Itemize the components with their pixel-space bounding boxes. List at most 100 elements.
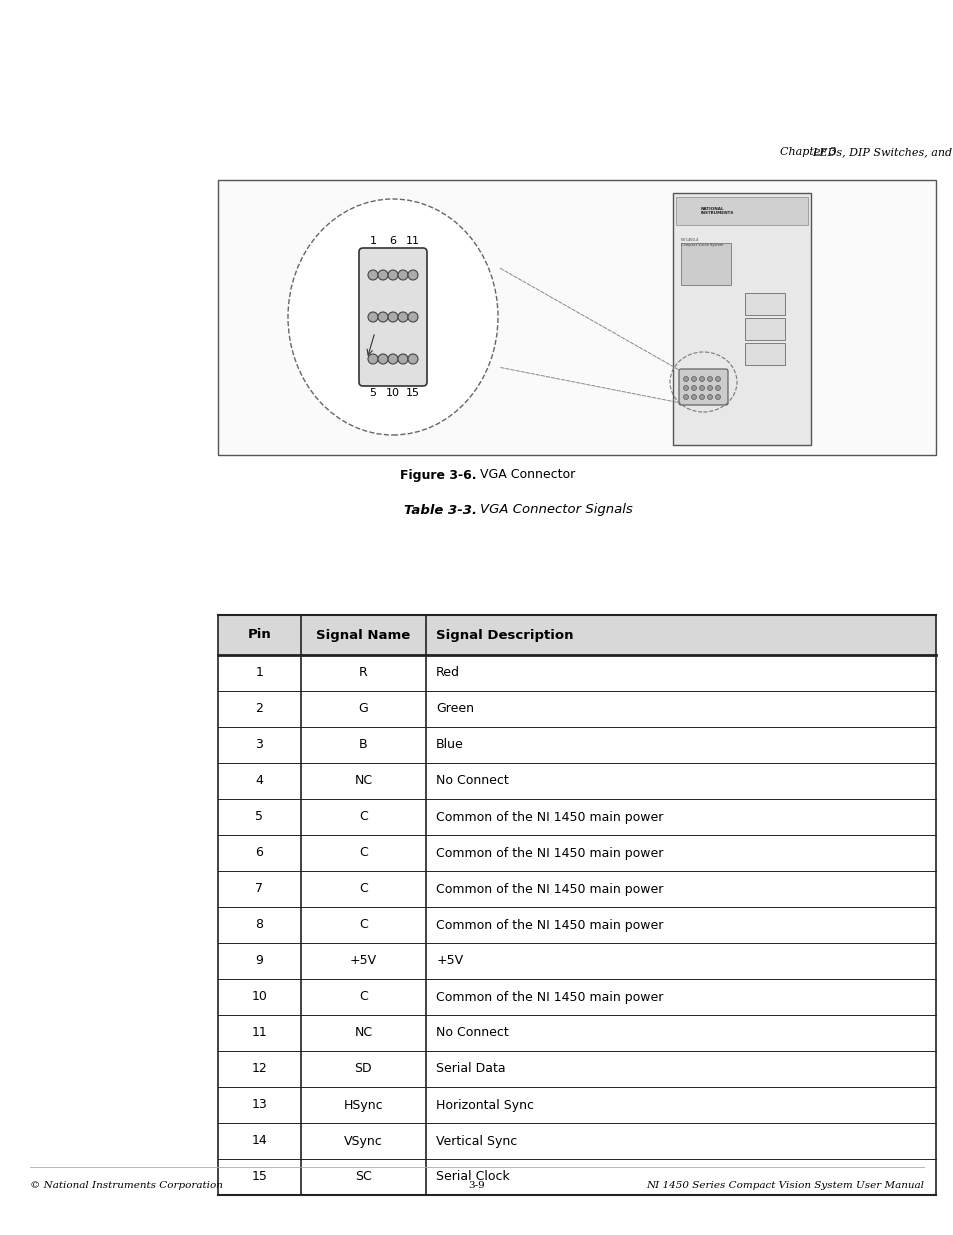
Bar (744, 343, 784, 366)
Text: C: C (358, 846, 368, 860)
Bar (218, 871, 935, 906)
Text: Common of the NI 1450 main power: Common of the NI 1450 main power (436, 846, 663, 860)
Text: No Connect: No Connect (436, 1026, 509, 1040)
Text: 9: 9 (255, 955, 263, 967)
Circle shape (397, 354, 408, 364)
Text: NC: NC (354, 1026, 372, 1040)
Text: +5V: +5V (350, 955, 376, 967)
Ellipse shape (288, 199, 497, 435)
Text: Serial Clock: Serial Clock (436, 1171, 510, 1183)
Bar (218, 1158, 935, 1195)
Circle shape (408, 312, 417, 322)
Text: 4: 4 (255, 774, 263, 788)
Circle shape (377, 354, 388, 364)
Text: G: G (358, 703, 368, 715)
Text: 10: 10 (386, 388, 399, 398)
Text: 13: 13 (252, 1098, 267, 1112)
Circle shape (377, 312, 388, 322)
FancyBboxPatch shape (358, 248, 427, 387)
Text: Common of the NI 1450 main power: Common of the NI 1450 main power (436, 810, 663, 824)
Circle shape (682, 377, 688, 382)
Bar (218, 615, 935, 655)
Text: 1: 1 (255, 667, 263, 679)
Text: Horizontal Sync: Horizontal Sync (436, 1098, 534, 1112)
Text: B: B (358, 739, 367, 752)
Text: HSync: HSync (343, 1098, 383, 1112)
Bar (218, 1123, 935, 1158)
Circle shape (707, 394, 712, 399)
Text: Blue: Blue (436, 739, 463, 752)
Bar (744, 293, 784, 315)
Bar (218, 835, 935, 871)
Text: VGA Connector Signals: VGA Connector Signals (479, 504, 632, 516)
Circle shape (699, 385, 703, 390)
Text: Figure 3-6.: Figure 3-6. (400, 468, 476, 482)
Bar (744, 317, 784, 340)
Text: SC: SC (355, 1171, 372, 1183)
Bar (218, 180, 935, 454)
Circle shape (388, 354, 397, 364)
Text: Common of the NI 1450 main power: Common of the NI 1450 main power (436, 883, 663, 895)
Text: 6: 6 (389, 236, 396, 246)
Text: 15: 15 (251, 1171, 267, 1183)
Text: 11: 11 (252, 1026, 267, 1040)
Bar (218, 727, 935, 763)
Text: 3: 3 (255, 739, 263, 752)
Text: LEDs, DIP Switches, and Connectors: LEDs, DIP Switches, and Connectors (811, 147, 953, 157)
Text: 5: 5 (255, 810, 263, 824)
Text: NI 1450 Series Compact Vision System User Manual: NI 1450 Series Compact Vision System Use… (645, 1181, 923, 1189)
Bar (218, 979, 935, 1015)
Circle shape (368, 312, 377, 322)
Circle shape (397, 312, 408, 322)
Text: No Connect: No Connect (436, 774, 509, 788)
Text: Chapter 3: Chapter 3 (780, 147, 836, 157)
Bar (218, 692, 935, 727)
Text: 5: 5 (369, 388, 376, 398)
Text: 12: 12 (252, 1062, 267, 1076)
Circle shape (715, 385, 720, 390)
Bar (218, 1087, 935, 1123)
Circle shape (699, 377, 703, 382)
Circle shape (691, 385, 696, 390)
Circle shape (715, 377, 720, 382)
Text: 10: 10 (251, 990, 267, 1004)
Text: +5V: +5V (436, 955, 463, 967)
Text: 14: 14 (252, 1135, 267, 1147)
Circle shape (368, 270, 377, 280)
Circle shape (388, 312, 397, 322)
Text: © National Instruments Corporation: © National Instruments Corporation (30, 1181, 223, 1189)
Text: 7: 7 (255, 883, 263, 895)
Text: C: C (358, 883, 368, 895)
Circle shape (691, 377, 696, 382)
Circle shape (408, 354, 417, 364)
Text: NI 1450-4
Compact Vision System: NI 1450-4 Compact Vision System (680, 238, 722, 247)
Text: C: C (358, 919, 368, 931)
Text: 6: 6 (255, 846, 263, 860)
Text: C: C (358, 990, 368, 1004)
Text: SD: SD (355, 1062, 372, 1076)
FancyBboxPatch shape (679, 369, 727, 405)
Text: 2: 2 (255, 703, 263, 715)
Circle shape (691, 394, 696, 399)
Text: Red: Red (436, 667, 459, 679)
Text: Common of the NI 1450 main power: Common of the NI 1450 main power (436, 919, 663, 931)
Text: C: C (358, 810, 368, 824)
Text: Serial Data: Serial Data (436, 1062, 505, 1076)
Bar (218, 799, 935, 835)
Bar (218, 1015, 935, 1051)
Text: 11: 11 (406, 236, 419, 246)
Text: NATIONAL
INSTRUMENTS: NATIONAL INSTRUMENTS (700, 206, 734, 215)
Bar (680, 243, 730, 285)
Text: 1: 1 (369, 236, 376, 246)
Circle shape (682, 385, 688, 390)
Bar (218, 655, 935, 692)
Circle shape (377, 270, 388, 280)
Circle shape (368, 354, 377, 364)
Text: Green: Green (436, 703, 474, 715)
Text: VSync: VSync (344, 1135, 382, 1147)
Text: R: R (358, 667, 368, 679)
Text: VGA Connector: VGA Connector (479, 468, 575, 482)
Bar (218, 944, 935, 979)
Text: Common of the NI 1450 main power: Common of the NI 1450 main power (436, 990, 663, 1004)
Circle shape (388, 270, 397, 280)
